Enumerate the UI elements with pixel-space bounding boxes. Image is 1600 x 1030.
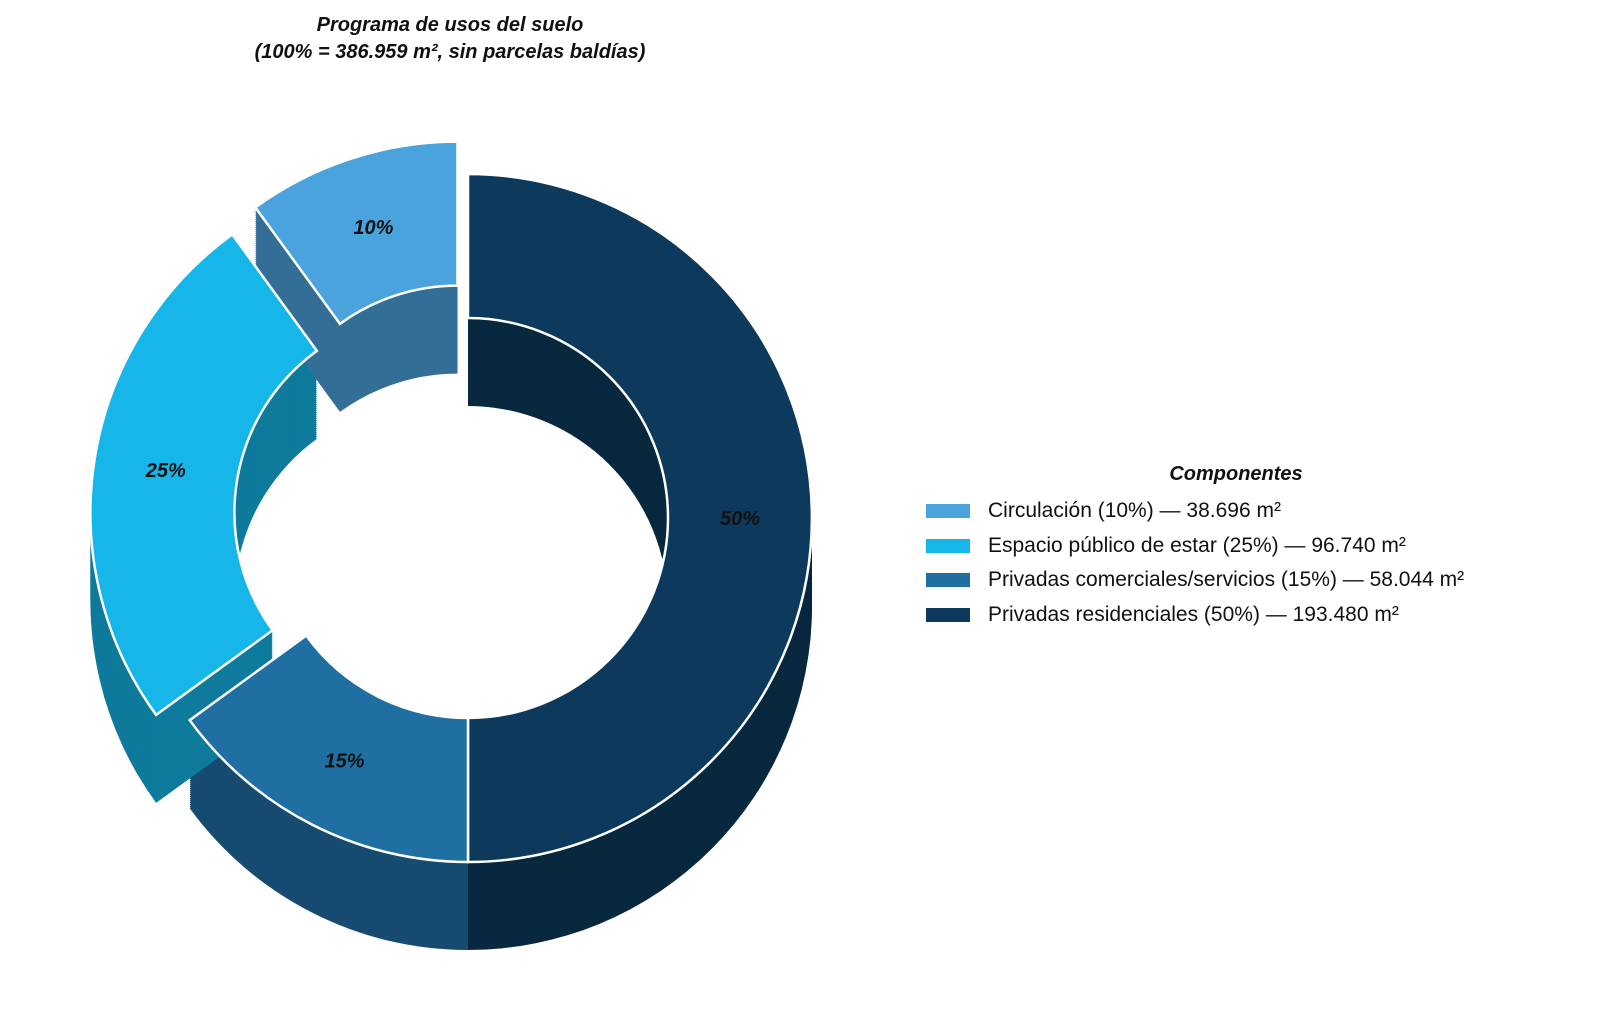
legend-title: Componentes (1169, 463, 1303, 485)
chart-title: Programa de usos del suelo (100% = 386.9… (150, 12, 750, 66)
legend-label: Espacio público de estar (25%) — 96.740 … (988, 533, 1406, 557)
legend-label: Privadas comerciales/servicios (15%) — 5… (988, 568, 1465, 591)
legend-label: Circulación (10%) — 38.696 m² (988, 499, 1281, 522)
legend-swatch (926, 607, 970, 622)
data-label: 50% (720, 508, 760, 530)
chart-title-line1: Programa de usos del suelo (316, 14, 584, 36)
legend-swatch (926, 538, 970, 553)
slice-privadas-comerciales-servicios[interactable] (187, 633, 470, 864)
donut-chart: 50% 15% 25% 10% (89, 140, 814, 950)
chart-title-line2: (100% = 386.959 m², sin parcelas baldías… (254, 41, 646, 63)
slice-espacio-p-blico-de-estar[interactable] (89, 232, 319, 717)
legend-label: Privadas residenciales (50%) — 193.480 m… (988, 602, 1399, 626)
data-label: 15% (324, 750, 364, 772)
slice-privadas-residenciales[interactable] (466, 172, 814, 864)
legend-swatch (926, 573, 970, 587)
data-label: 25% (145, 460, 186, 482)
slice-circulaci-n[interactable] (253, 140, 459, 326)
legend-swatch (926, 504, 970, 518)
data-label: 10% (353, 217, 393, 239)
